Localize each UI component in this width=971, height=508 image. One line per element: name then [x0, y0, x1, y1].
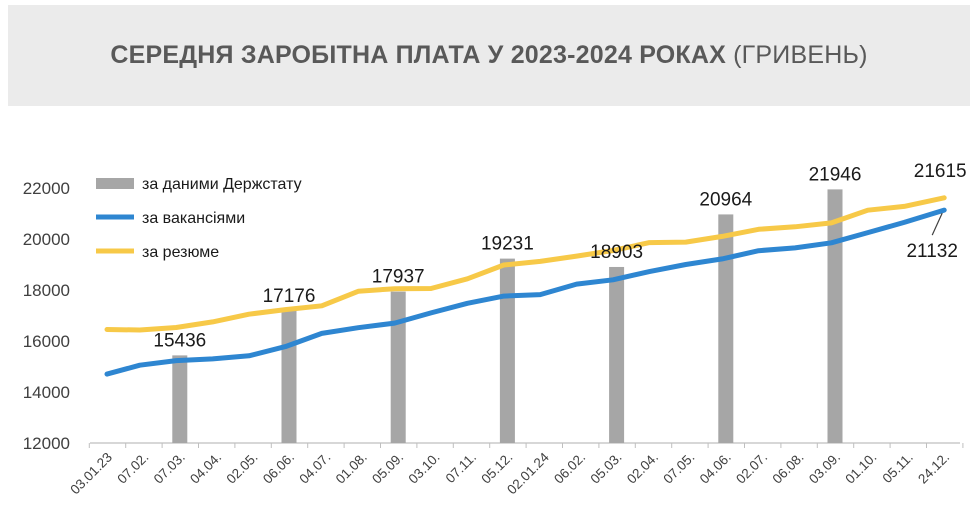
bar-data-label: 21946: [809, 164, 862, 185]
bar-data-label: 20964: [699, 189, 752, 210]
bar: [499, 258, 515, 443]
bar: [172, 355, 188, 443]
legend-label-vacancies: за вакансіями: [142, 210, 245, 227]
y-tick-label: 12000: [23, 434, 70, 453]
title-bar: СЕРЕДНЯ ЗАРОБІТНА ПЛАТА У 2023-2024 РОКА…: [8, 5, 970, 106]
legend-swatch-bars: [96, 178, 134, 189]
x-tick-label: 03.10.: [406, 450, 443, 487]
chart-title-unit: (ГРИВЕНЬ): [733, 41, 868, 69]
legend-label-resumes: за резюме: [142, 244, 219, 261]
y-tick-label: 14000: [23, 383, 70, 402]
x-tick-label: 05.09.: [369, 450, 406, 487]
line-end-label-vacancies: 21132: [906, 241, 957, 262]
x-tick-label: 07.03.: [151, 450, 188, 487]
chart-title-main: СЕРЕДНЯ ЗАРОБІТНА ПЛАТА У 2023-2024 РОКА…: [110, 41, 726, 69]
bar-data-label: 19231: [481, 234, 534, 255]
bar: [281, 311, 297, 443]
x-tick-label: 07.02.: [114, 450, 151, 487]
x-tick-label: 03.01.23: [67, 450, 115, 498]
bar-data-label: 18903: [590, 242, 643, 263]
chart-title: СЕРЕДНЯ ЗАРОБІТНА ПЛАТА У 2023-2024 РОКА…: [110, 41, 867, 70]
bar: [827, 189, 843, 443]
x-tick-label: 24.12.: [915, 450, 952, 487]
bar-data-label: 17937: [372, 267, 425, 288]
x-tick-label: 05.11.: [879, 450, 915, 486]
x-tick-label: 02.05.: [224, 450, 261, 487]
bar: [609, 266, 625, 443]
series-line-resumes: [104, 195, 947, 333]
line-end-label-resumes: 21615: [914, 161, 967, 182]
x-tick-label: 06.02.: [551, 450, 588, 487]
x-tick-label: 06.08.: [770, 450, 807, 487]
y-tick-label: 18000: [23, 281, 70, 300]
x-tick-label: 04.04.: [187, 450, 224, 487]
y-tick-label: 20000: [23, 230, 70, 249]
bar-data-label: 17176: [263, 286, 316, 307]
x-tick-label: 01.10.: [842, 450, 879, 487]
x-tick-label: 01.08.: [333, 450, 370, 487]
x-tick-label: 03.09.: [806, 450, 843, 487]
legend-label-bars: за даними Держстату: [142, 176, 302, 193]
y-tick-label: 22000: [23, 179, 70, 198]
x-tick-label: 07.11.: [443, 450, 479, 486]
y-tick-label: 16000: [23, 332, 70, 351]
series-line-vacancies: [104, 207, 947, 377]
x-tick-label: 02.04.: [624, 450, 661, 487]
x-tick-label: 06.06.: [260, 450, 297, 487]
x-tick-label: 04.06.: [697, 450, 734, 487]
bar-data-label: 15436: [153, 330, 206, 351]
x-tick-label: 02.07.: [733, 450, 770, 487]
x-tick-label: 07.05.: [660, 450, 697, 487]
x-tick-label: 05.03.: [588, 450, 625, 487]
end-label-leader-line: [931, 212, 943, 236]
bar: [718, 214, 734, 443]
x-tick-label: 04.07.: [296, 450, 333, 487]
bar: [390, 291, 406, 443]
